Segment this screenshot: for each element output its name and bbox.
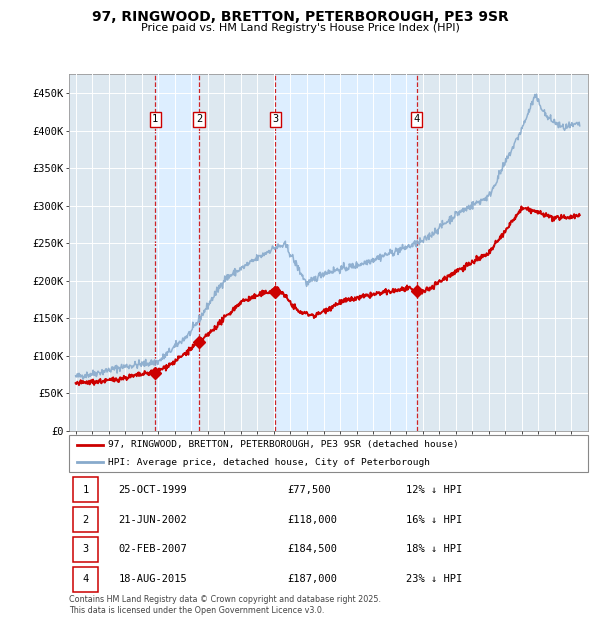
Text: This data is licensed under the Open Government Licence v3.0.: This data is licensed under the Open Gov… bbox=[69, 606, 325, 616]
FancyBboxPatch shape bbox=[73, 477, 98, 502]
FancyBboxPatch shape bbox=[73, 537, 98, 562]
Text: Contains HM Land Registry data © Crown copyright and database right 2025.: Contains HM Land Registry data © Crown c… bbox=[69, 595, 381, 604]
Text: 1: 1 bbox=[152, 115, 158, 125]
Text: 3: 3 bbox=[272, 115, 278, 125]
Text: 97, RINGWOOD, BRETTON, PETERBOROUGH, PE3 9SR (detached house): 97, RINGWOOD, BRETTON, PETERBOROUGH, PE3… bbox=[108, 440, 458, 449]
Text: 1: 1 bbox=[82, 485, 89, 495]
Text: 18% ↓ HPI: 18% ↓ HPI bbox=[406, 544, 463, 554]
Text: 18-AUG-2015: 18-AUG-2015 bbox=[118, 574, 187, 584]
Text: £118,000: £118,000 bbox=[287, 515, 337, 525]
FancyBboxPatch shape bbox=[69, 435, 588, 472]
Text: £187,000: £187,000 bbox=[287, 574, 337, 584]
Text: 16% ↓ HPI: 16% ↓ HPI bbox=[406, 515, 463, 525]
Text: 23% ↓ HPI: 23% ↓ HPI bbox=[406, 574, 463, 584]
Text: 2: 2 bbox=[196, 115, 202, 125]
Text: HPI: Average price, detached house, City of Peterborough: HPI: Average price, detached house, City… bbox=[108, 458, 430, 466]
Bar bbox=[155, 74, 199, 431]
Text: 4: 4 bbox=[413, 115, 420, 125]
Text: £77,500: £77,500 bbox=[287, 485, 331, 495]
Text: £184,500: £184,500 bbox=[287, 544, 337, 554]
Text: 97, RINGWOOD, BRETTON, PETERBOROUGH, PE3 9SR: 97, RINGWOOD, BRETTON, PETERBOROUGH, PE3… bbox=[92, 10, 508, 24]
Text: 12% ↓ HPI: 12% ↓ HPI bbox=[406, 485, 463, 495]
Text: 2: 2 bbox=[82, 515, 89, 525]
Text: 4: 4 bbox=[82, 574, 89, 584]
Text: 25-OCT-1999: 25-OCT-1999 bbox=[118, 485, 187, 495]
FancyBboxPatch shape bbox=[73, 507, 98, 532]
Bar bbox=[275, 74, 416, 431]
Text: 21-JUN-2002: 21-JUN-2002 bbox=[118, 515, 187, 525]
Text: 3: 3 bbox=[82, 544, 89, 554]
Text: Price paid vs. HM Land Registry's House Price Index (HPI): Price paid vs. HM Land Registry's House … bbox=[140, 23, 460, 33]
Text: 02-FEB-2007: 02-FEB-2007 bbox=[118, 544, 187, 554]
FancyBboxPatch shape bbox=[73, 567, 98, 591]
